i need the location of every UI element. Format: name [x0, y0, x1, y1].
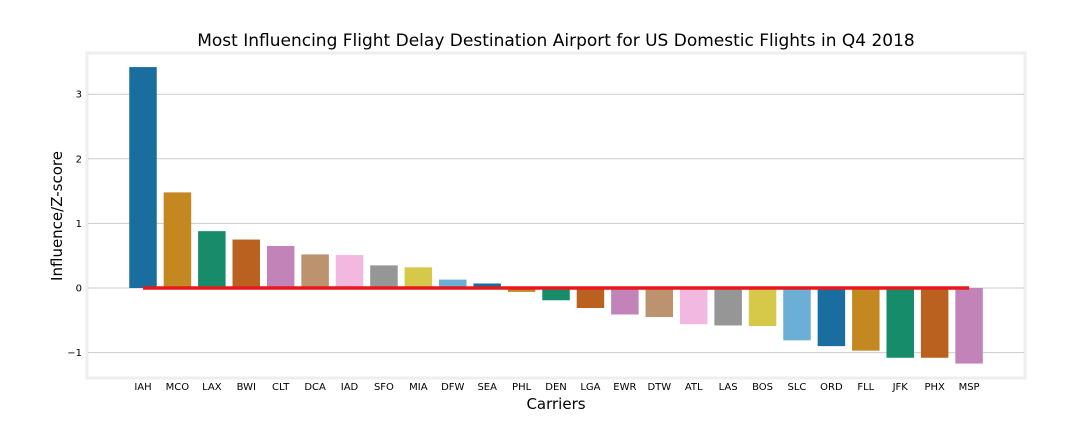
- chart-title: Most Influencing Flight Delay Destinatio…: [197, 31, 915, 51]
- bar-mia: [404, 267, 433, 288]
- bar-clt: [266, 246, 295, 288]
- x-tick-label: LAS: [719, 382, 738, 393]
- bar-lga: [576, 288, 605, 309]
- x-tick-label: CLT: [272, 382, 290, 393]
- bar-slc: [783, 288, 811, 341]
- x-tick-label: DEN: [545, 382, 567, 393]
- x-tick-label: MSP: [959, 382, 980, 393]
- bar-dfw: [439, 279, 467, 288]
- bar-dca: [301, 254, 329, 288]
- bar-phl: [507, 288, 536, 292]
- x-tick-label: ATL: [685, 382, 703, 393]
- x-tick-label: LAX: [202, 382, 222, 393]
- y-tick-label: 2: [76, 154, 82, 165]
- bar-mco: [163, 192, 192, 288]
- y-tick-label: 3: [76, 90, 82, 101]
- bar-lax: [198, 231, 226, 288]
- x-tick-label: LGA: [580, 382, 600, 393]
- bar-ord: [817, 288, 846, 347]
- plot-frame: [85, 51, 1027, 380]
- x-tick-label: ORD: [820, 382, 843, 393]
- x-tick-label: BOS: [752, 382, 773, 393]
- y-tick-label: 1: [76, 219, 82, 230]
- bar-den: [542, 288, 570, 301]
- x-tick-label: BWI: [237, 382, 256, 393]
- x-tick-label: SFO: [374, 382, 394, 393]
- x-tick-label: DTW: [647, 382, 671, 393]
- y-tick-labels: −1 0 1 2 3: [67, 90, 82, 359]
- x-tick-label: DFW: [441, 382, 464, 393]
- y-axis-label: Influence/Z-score: [48, 151, 66, 281]
- x-tick-label: DCA: [304, 382, 326, 393]
- bar-atl: [679, 288, 708, 325]
- bar-fll: [852, 288, 880, 351]
- x-tick-label: SEA: [477, 382, 497, 393]
- x-tick-label: EWR: [613, 382, 636, 393]
- x-tick-label: PHL: [512, 382, 532, 393]
- bar-las: [714, 288, 742, 326]
- x-tick-label: FLL: [857, 382, 874, 393]
- bar-bos: [748, 288, 777, 327]
- x-tick-label: PHX: [924, 382, 945, 393]
- x-tick-labels: IAH MCO LAX BWI CLT DCA IAD SFO MIA DFW SEA PHL DEN L…: [134, 382, 979, 393]
- bar-ewr: [611, 288, 639, 315]
- x-tick-label: MIA: [409, 382, 428, 393]
- x-tick-label: MCO: [166, 382, 190, 393]
- bar-bwi: [232, 239, 261, 288]
- bar-msp: [955, 288, 983, 364]
- bar-jfk: [886, 288, 914, 358]
- x-axis-label: Carriers: [526, 395, 585, 413]
- x-tick-label: IAD: [341, 382, 359, 393]
- bar-sfo: [370, 265, 398, 288]
- bar-phx: [920, 288, 949, 358]
- bar-dtw: [645, 288, 674, 318]
- bars: [129, 67, 983, 364]
- x-tick-label: JFK: [892, 382, 909, 393]
- x-tick-label: IAH: [134, 382, 151, 393]
- y-tick-label: −1: [67, 348, 82, 359]
- x-tick-label: SLC: [788, 382, 807, 393]
- bar-iah: [129, 67, 157, 289]
- y-tick-label: 0: [76, 284, 82, 295]
- bar-sea: [473, 283, 501, 288]
- bar-iad: [335, 255, 364, 288]
